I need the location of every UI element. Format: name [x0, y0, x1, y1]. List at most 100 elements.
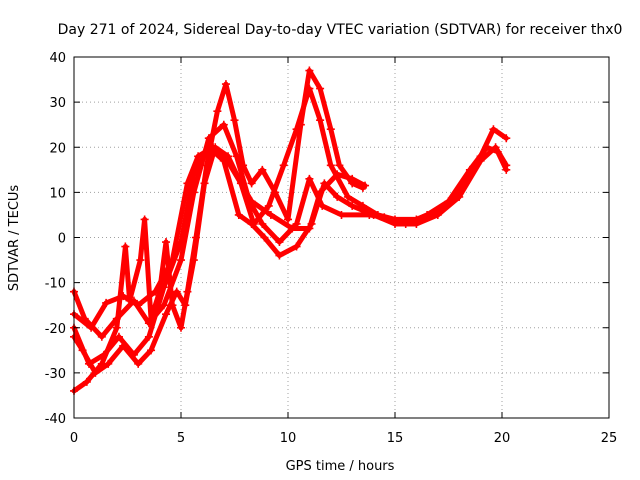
data-point-marker — [97, 332, 106, 341]
data-point-marker — [121, 242, 130, 251]
data-point-marker — [502, 161, 511, 170]
data-point-marker — [258, 219, 267, 228]
data-point-marker — [114, 332, 123, 341]
data-point-marker — [337, 210, 346, 219]
data-point-marker — [102, 298, 111, 307]
data-point-marker — [391, 215, 399, 224]
data-point-marker — [78, 346, 87, 355]
data-point-marker — [305, 66, 314, 75]
x-tick-label: 0 — [70, 431, 78, 446]
data-point-marker — [136, 256, 145, 265]
x-axis-label: GPS time / hours — [286, 459, 395, 474]
x-tick-label: 25 — [601, 431, 618, 446]
data-point-marker — [80, 314, 89, 323]
data-point-marker — [221, 80, 230, 89]
data-point-marker — [316, 116, 325, 125]
data-point-marker — [264, 201, 273, 210]
y-tick-label: -20 — [45, 322, 66, 337]
data-point-marker — [177, 238, 185, 247]
data-point-marker — [491, 143, 500, 152]
data-point-marker — [230, 116, 239, 125]
data-point-marker — [305, 174, 314, 183]
y-tick-label: -30 — [45, 367, 66, 382]
data-point-marker — [335, 161, 344, 170]
y-axis-label: SDTVAR / TECUs — [7, 185, 22, 292]
data-point-marker — [194, 152, 203, 161]
y-tick-label: 20 — [49, 141, 66, 156]
data-point-marker — [202, 161, 211, 170]
data-point-marker — [358, 201, 367, 210]
data-point-marker — [326, 125, 335, 134]
data-point-marker — [162, 238, 171, 247]
data-point-marker — [189, 170, 198, 179]
data-point-marker — [320, 179, 329, 188]
data-point-marker — [476, 152, 485, 161]
y-tick-label: -40 — [45, 412, 66, 427]
data-point-marker — [279, 161, 288, 170]
data-point-marker — [168, 301, 177, 310]
data-point-marker — [333, 192, 342, 201]
x-tick-label: 20 — [494, 431, 511, 446]
data-point-marker — [348, 179, 357, 188]
data-point-marker — [140, 215, 149, 224]
data-point-marker — [219, 120, 228, 129]
data-point-marker — [177, 256, 185, 265]
data-point-marker — [502, 134, 511, 143]
data-point-marker — [213, 107, 222, 116]
data-point-marker — [249, 219, 258, 228]
data-point-marker — [239, 161, 248, 170]
data-series — [70, 66, 511, 395]
data-point-marker — [275, 251, 284, 260]
data-point-marker — [224, 152, 233, 161]
data-point-marker — [455, 188, 464, 197]
data-point-marker — [260, 233, 269, 242]
y-tick-label: 30 — [49, 96, 66, 111]
data-point-marker — [159, 301, 168, 310]
data-point-marker — [348, 201, 357, 210]
data-point-marker — [292, 242, 301, 251]
axis-ticks: 0 5 10 15 20 25 -40 -30 -20 -10 0 10 20 30 40 — [45, 51, 618, 446]
x-tick-label: 10 — [280, 431, 297, 446]
data-point-marker — [219, 156, 228, 165]
data-point-marker — [373, 210, 382, 219]
data-point-marker — [125, 296, 134, 305]
data-point-marker — [191, 233, 200, 242]
data-point-marker — [433, 206, 442, 215]
y-tick-label: -10 — [45, 277, 66, 292]
data-point-marker — [326, 161, 335, 170]
data-point-marker — [183, 287, 192, 296]
series-line-track-2 — [71, 122, 509, 340]
grid-lines — [74, 57, 609, 418]
y-tick-label: 10 — [49, 186, 66, 201]
data-point-marker — [236, 179, 245, 188]
y-tick-label: 40 — [49, 51, 66, 66]
data-point-marker — [147, 314, 156, 323]
y-tick-label: 0 — [58, 232, 66, 247]
data-point-marker — [119, 341, 128, 350]
x-tick-label: 5 — [177, 431, 185, 446]
data-point-marker — [172, 287, 181, 296]
data-point-marker — [316, 84, 325, 93]
data-point-marker — [284, 215, 292, 224]
data-point-marker — [82, 377, 91, 386]
series-line-track-3 — [71, 144, 509, 367]
data-point-marker — [97, 359, 106, 368]
data-point-marker — [343, 192, 352, 201]
data-point-marker — [296, 120, 305, 129]
data-point-marker — [177, 323, 185, 332]
data-point-marker — [307, 219, 316, 228]
data-point-marker — [134, 359, 143, 368]
data-point-marker — [155, 287, 164, 296]
data-point-marker — [266, 210, 275, 219]
data-point-marker — [412, 215, 421, 224]
x-tick-label: 15 — [387, 431, 404, 446]
data-point-marker — [275, 238, 284, 247]
data-point-marker — [162, 310, 171, 319]
data-point-marker — [147, 346, 156, 355]
data-point-marker — [247, 179, 256, 188]
data-point-marker — [292, 219, 301, 228]
data-point-marker — [234, 210, 243, 219]
data-point-marker — [489, 125, 498, 134]
chart-title: Day 271 of 2024, Sidereal Day-to-day VTE… — [58, 22, 623, 38]
